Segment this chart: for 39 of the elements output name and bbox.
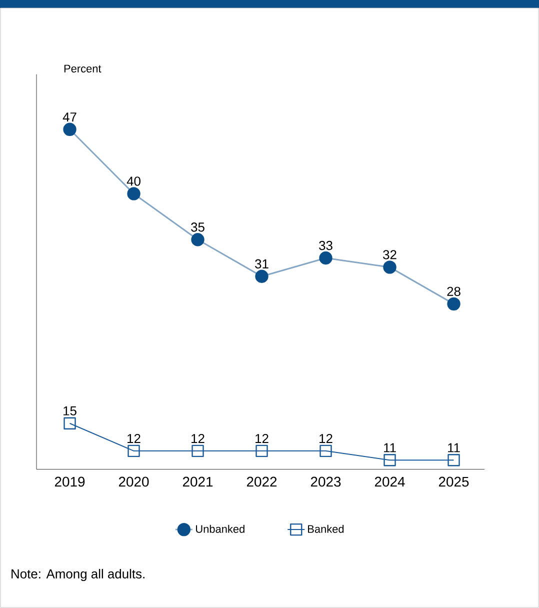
point (191, 233, 204, 246)
data-label: 12 (192, 434, 204, 443)
data-label: 28 (447, 286, 460, 296)
data-label: 11 (448, 443, 460, 452)
point (64, 417, 76, 430)
point (447, 297, 460, 311)
data-label: 12 (128, 434, 140, 443)
x-tick-label: 2023 (310, 476, 341, 487)
legend-label: Banked (308, 524, 344, 533)
point (383, 260, 396, 274)
point (128, 444, 140, 458)
data-label: 12 (256, 434, 268, 443)
data-label: 15 (64, 406, 76, 416)
data-label: 35 (191, 222, 204, 232)
point (320, 444, 332, 458)
x-tick-label: 2022 (246, 476, 277, 487)
point (448, 454, 460, 466)
point (384, 454, 396, 466)
data-label: 32 (383, 250, 396, 260)
data-label: 47 (62, 112, 76, 122)
point (127, 187, 140, 200)
y-axis-title: Percent (64, 64, 102, 72)
x-tick-label: 2021 (182, 476, 213, 487)
point (256, 444, 268, 458)
data-label: 40 (126, 176, 140, 186)
point (319, 251, 332, 265)
data-label: 33 (319, 240, 332, 250)
point (255, 270, 268, 283)
x-tick-label: 2020 (118, 476, 149, 487)
legend-label: Unbanked (196, 524, 244, 533)
point (63, 122, 76, 136)
data-label: 31 (255, 259, 268, 268)
x-tick-label: 2025 (438, 476, 469, 487)
text: Note: Among all adults. (12, 568, 144, 582)
x-tick-label: 2024 (374, 476, 405, 487)
data-label: 11 (384, 443, 396, 452)
point (192, 444, 204, 458)
x-tick-label: 2019 (54, 476, 85, 487)
data-label: 12 (320, 434, 332, 443)
